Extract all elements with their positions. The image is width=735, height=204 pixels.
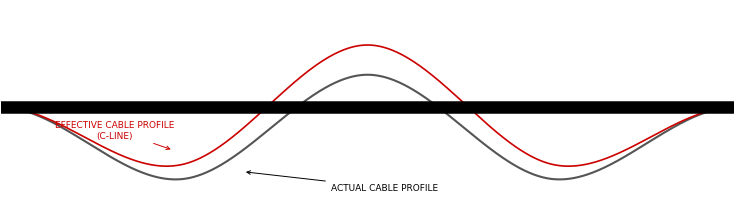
Text: EFFECTIVE CABLE PROFILE
(C-LINE): EFFECTIVE CABLE PROFILE (C-LINE) [55,121,175,150]
Text: ACTUAL CABLE PROFILE: ACTUAL CABLE PROFILE [247,171,438,192]
